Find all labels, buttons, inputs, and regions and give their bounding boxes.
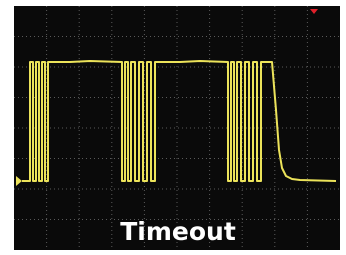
caption: Timeout bbox=[120, 217, 236, 246]
oscilloscope-screenshot: Timeout bbox=[0, 0, 346, 255]
scope-screen: Timeout bbox=[0, 0, 346, 255]
